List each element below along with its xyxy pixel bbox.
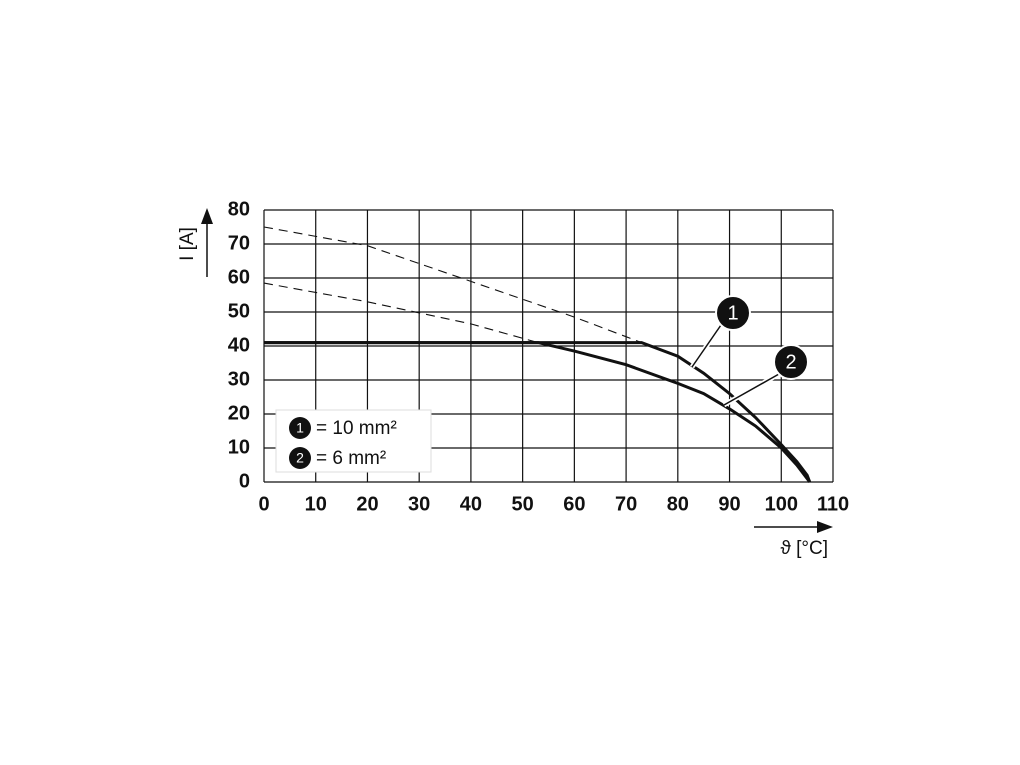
callout-badge: [773, 344, 809, 380]
y-tick-label: 80: [228, 198, 250, 220]
y-tick-label: 50: [228, 300, 250, 322]
y-tick-label: 0: [239, 470, 250, 492]
x-tick-label: 20: [356, 493, 378, 515]
x-tick-label: 90: [718, 493, 740, 515]
x-tick-label: 70: [615, 493, 637, 515]
callout-label: 2: [785, 351, 796, 373]
x-tick-label: 110: [817, 493, 849, 515]
x-tick-label: 10: [305, 493, 327, 515]
x-axis-label: ϑ [°C]: [780, 538, 828, 559]
x-tick-label: 60: [563, 493, 585, 515]
series-line: [264, 341, 811, 483]
y-tick-label: 30: [228, 368, 250, 390]
y-tick-label: 40: [228, 334, 250, 356]
callout-badge: [715, 295, 751, 331]
legend-badge: [289, 447, 311, 469]
x-tick-label: 100: [765, 493, 798, 515]
y-tick-label: 20: [228, 402, 250, 424]
x-tick-label: 30: [408, 493, 430, 515]
extrapolated-line: [263, 226, 642, 344]
legend-badge: [289, 417, 311, 439]
extrapolated-line: [263, 282, 539, 344]
legend-badge-label: 2: [296, 450, 304, 466]
legend-label: = 6 mm²: [316, 448, 386, 469]
y-tick-label: 70: [228, 232, 250, 254]
y-axis-arrowhead: [201, 208, 213, 224]
x-axis-arrowhead: [817, 521, 833, 533]
y-tick-label: 10: [228, 436, 250, 458]
y-tick-label: 60: [228, 266, 250, 288]
callout-leader: [723, 373, 780, 406]
x-tick-label: 50: [512, 493, 534, 515]
series-line: [264, 341, 812, 483]
legend-label: = 10 mm²: [316, 418, 397, 439]
y-axis-label: I [A]: [177, 227, 198, 261]
callout-label: 1: [727, 302, 738, 324]
legend-badge-label: 1: [296, 420, 304, 436]
callout-leader: [691, 324, 722, 368]
x-tick-label: 80: [667, 493, 689, 515]
x-tick-label: 40: [460, 493, 482, 515]
x-tick-label: 0: [258, 493, 269, 515]
